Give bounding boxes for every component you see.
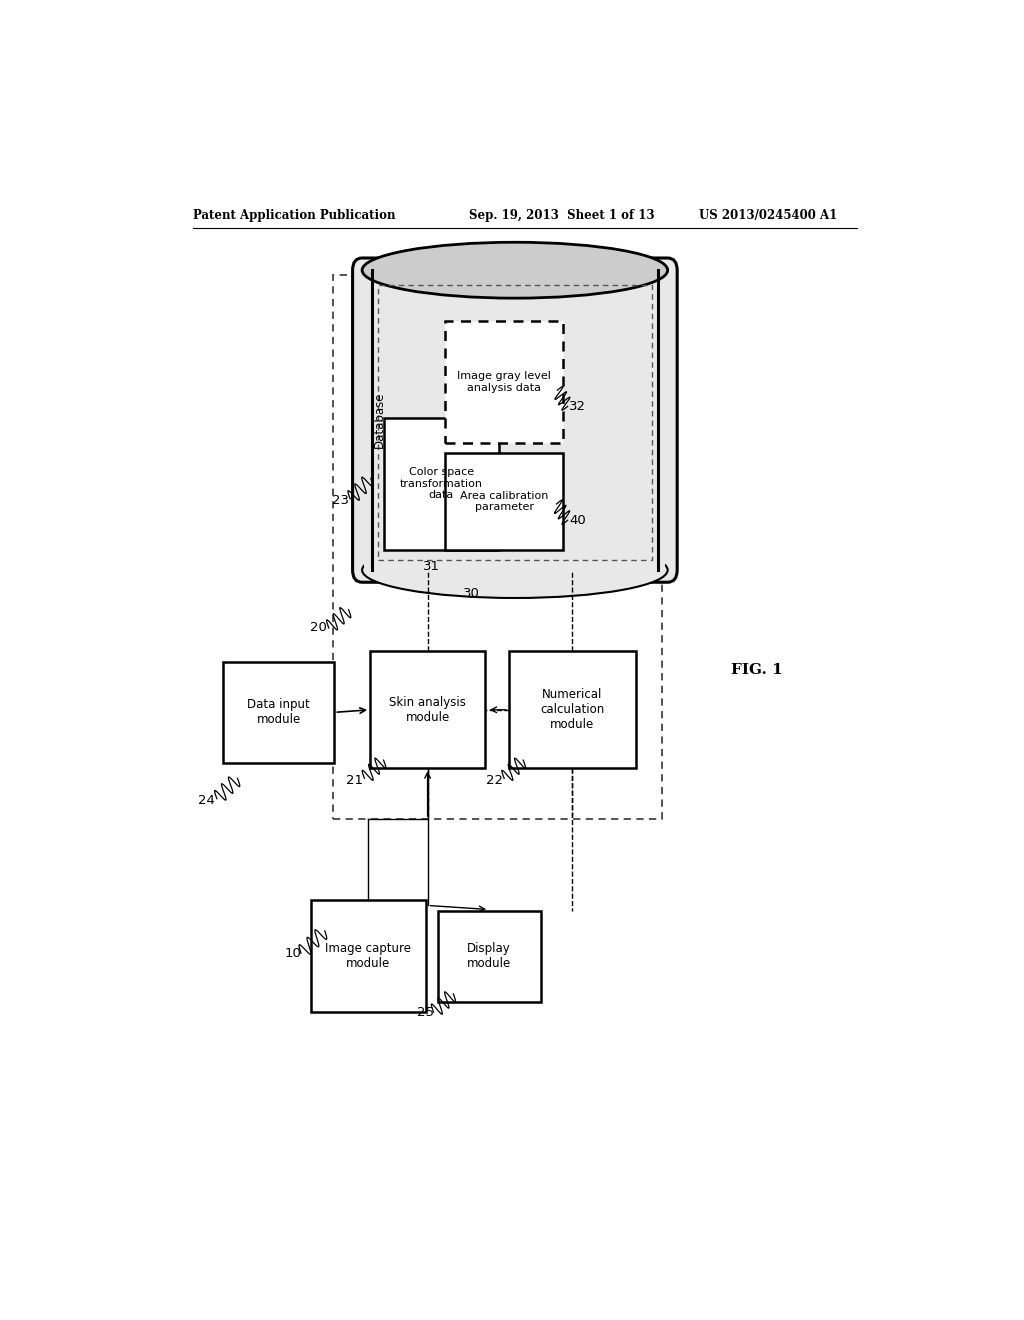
Text: 40: 40 (569, 513, 586, 527)
Text: Area calibration
parameter: Area calibration parameter (460, 491, 549, 512)
Text: Color space
transformation
data: Color space transformation data (399, 467, 482, 500)
Text: 31: 31 (423, 561, 440, 573)
Ellipse shape (362, 543, 668, 598)
Text: Display
module: Display module (467, 942, 511, 970)
Bar (378, 285, 651, 560)
Text: Patent Application Publication: Patent Application Publication (194, 209, 395, 222)
Text: 25: 25 (417, 1006, 433, 1019)
Text: Image gray level
analysis data: Image gray level analysis data (458, 371, 551, 393)
FancyBboxPatch shape (352, 257, 677, 582)
Text: 24: 24 (199, 795, 215, 808)
Bar (333, 276, 663, 818)
Bar (437, 911, 541, 1002)
Bar (384, 417, 499, 549)
Text: Database: Database (373, 392, 386, 449)
Bar (370, 651, 485, 768)
Text: Sep. 19, 2013  Sheet 1 of 13: Sep. 19, 2013 Sheet 1 of 13 (469, 209, 655, 222)
Text: Image capture
module: Image capture module (325, 942, 411, 970)
Text: US 2013/0245400 A1: US 2013/0245400 A1 (699, 209, 838, 222)
Ellipse shape (362, 243, 668, 298)
Text: 21: 21 (346, 774, 362, 787)
Text: 20: 20 (310, 622, 328, 635)
Text: 10: 10 (284, 946, 301, 960)
Bar (445, 453, 563, 549)
Text: 30: 30 (463, 587, 480, 599)
Bar (445, 321, 563, 444)
Bar (223, 661, 334, 763)
Text: 32: 32 (569, 400, 587, 413)
Text: 22: 22 (485, 774, 503, 787)
Text: Skin analysis
module: Skin analysis module (389, 696, 466, 723)
Text: FIG. 1: FIG. 1 (731, 663, 783, 677)
FancyBboxPatch shape (365, 271, 666, 568)
Bar (310, 900, 426, 1012)
Text: Numerical
calculation
module: Numerical calculation module (541, 688, 604, 731)
Text: Data input
module: Data input module (248, 698, 310, 726)
Bar (509, 651, 636, 768)
Text: 23: 23 (332, 495, 348, 507)
